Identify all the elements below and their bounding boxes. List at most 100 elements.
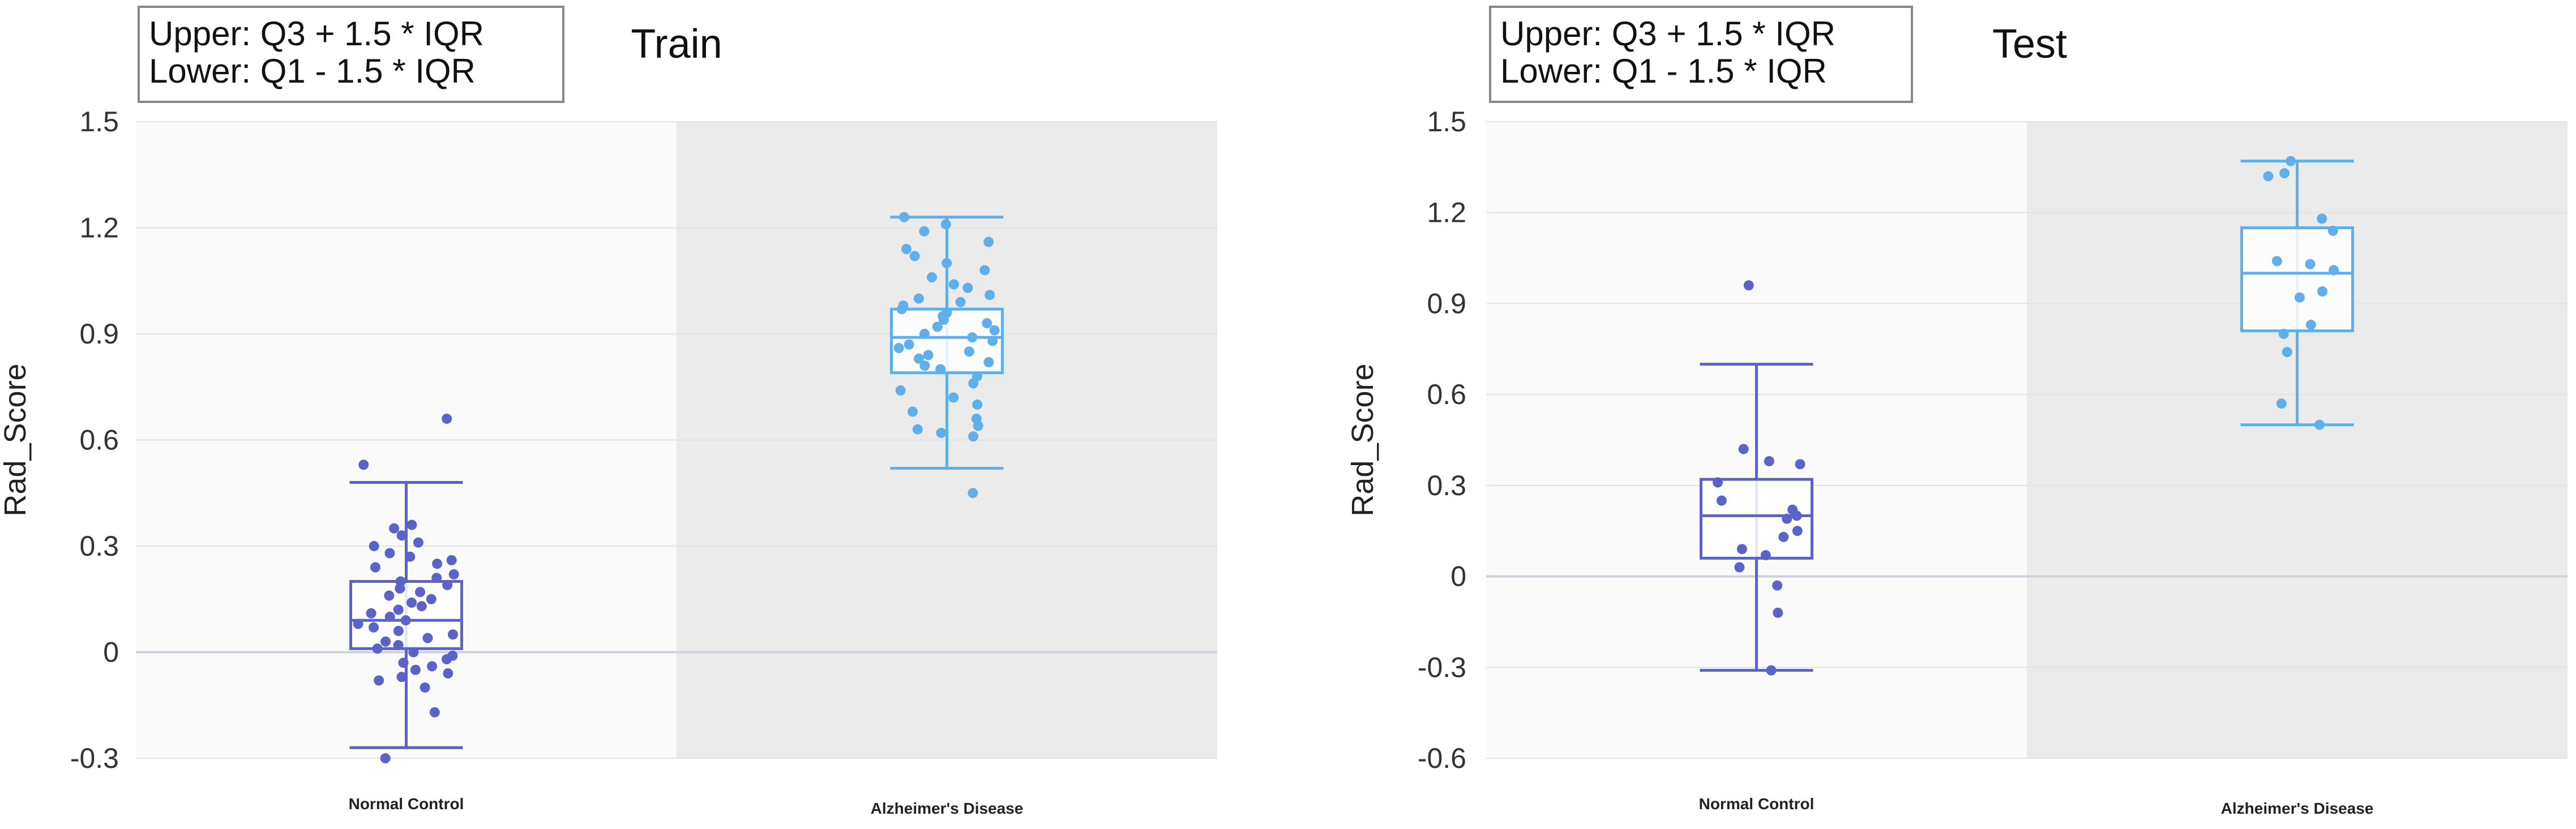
y-tick-label: 1.2 (1427, 197, 1466, 229)
data-point (396, 530, 407, 541)
y-tick-label: 0.3 (1427, 470, 1466, 501)
data-point (395, 583, 405, 594)
data-point (1764, 456, 1774, 466)
y-tick-label: -0.3 (1418, 651, 1466, 683)
data-point (369, 622, 379, 633)
y-tick-label: 0 (1450, 561, 1466, 592)
box-alzheimers-disease (2240, 156, 2354, 430)
chart-title: Train (631, 22, 722, 67)
y-tick-label: 1.5 (79, 106, 119, 138)
data-point (2327, 225, 2338, 236)
data-point (372, 643, 383, 654)
data-point (431, 573, 442, 583)
data-point (968, 488, 978, 499)
y-axis-label: Rad_Score (1346, 363, 1380, 516)
data-point (982, 318, 992, 329)
data-point (384, 590, 395, 601)
legend-text: Lower: Q1 - 1.5 * IQR (1500, 52, 1827, 90)
data-point (2282, 347, 2292, 358)
data-point (406, 519, 417, 530)
x-category-label: Alzheimer's Disease (2221, 800, 2374, 817)
data-point (353, 618, 363, 629)
data-point (2278, 329, 2289, 339)
data-point (408, 647, 419, 658)
x-category-label: Normal Control (1699, 795, 1815, 813)
data-point (366, 608, 376, 618)
box-alzheimers-disease (890, 212, 1004, 499)
data-point (940, 219, 951, 230)
data-point (1792, 526, 1803, 536)
data-point (1772, 580, 1783, 591)
data-point (442, 579, 453, 590)
data-point (1736, 544, 1747, 555)
data-point (1782, 513, 1792, 524)
data-point (1766, 665, 1777, 676)
data-point (406, 598, 417, 608)
data-point (2294, 292, 2305, 303)
data-point (2314, 419, 2325, 430)
box-normal-control (1700, 280, 1813, 676)
data-point (420, 682, 430, 693)
data-point (441, 654, 452, 664)
data-point (400, 615, 411, 626)
data-point (448, 569, 459, 579)
data-point (926, 272, 937, 282)
data-point (415, 587, 426, 598)
data-point (904, 339, 914, 350)
data-point (985, 290, 995, 300)
data-point (389, 523, 400, 534)
data-point (1773, 607, 1783, 618)
data-point (1738, 444, 1749, 454)
data-point (432, 559, 443, 569)
data-point (446, 555, 457, 565)
data-point (369, 541, 379, 551)
y-tick-label: 1.5 (1427, 106, 1466, 138)
chart-panel-train: -0.3 0 0.3 0.6 0.9 1.2 1.5 Rad_Score Train Upper:… (0, 6, 1217, 817)
data-point (913, 293, 924, 304)
data-point (1795, 459, 1805, 470)
legend-text: Upper: Q3 + 1.5 * IQR (1500, 15, 1835, 53)
data-point (909, 251, 920, 261)
data-point (1791, 510, 1802, 521)
data-point (380, 753, 391, 763)
data-point (384, 548, 395, 559)
data-point (2317, 213, 2327, 224)
y-tick-label: 1.2 (79, 212, 119, 244)
data-point (410, 664, 421, 675)
y-tick-label: 0.6 (79, 424, 119, 456)
data-point (2286, 156, 2296, 166)
data-point (948, 279, 959, 290)
legend-box (1489, 6, 1913, 103)
data-point (936, 428, 947, 438)
data-point (2271, 256, 2282, 267)
data-point (1716, 495, 1727, 506)
data-point (893, 343, 904, 353)
data-point (898, 212, 909, 222)
data-point (398, 658, 409, 668)
legend-text: Lower: Q1 - 1.5 * IQR (149, 52, 476, 90)
data-point (358, 459, 369, 470)
data-point (427, 661, 438, 672)
data-point (1734, 562, 1745, 573)
data-point (901, 244, 912, 254)
data-point (973, 420, 983, 431)
data-point (380, 636, 391, 647)
y-axis-label: Rad_Score (0, 363, 32, 516)
data-point (908, 406, 918, 417)
chart-panel-test: -0.6 -0.3 0 0.3 0.6 0.9 1.2 1.5 Rad_Score Test Upp… (1346, 6, 2568, 817)
y-tick-label: 0.9 (1427, 287, 1466, 319)
data-point (987, 336, 998, 346)
y-tick-label: -0.6 (1418, 742, 1466, 774)
data-point (1778, 531, 1789, 542)
y-tick-label: 0.3 (79, 530, 119, 562)
y-tick-label: 0.6 (1427, 379, 1466, 410)
data-point (896, 304, 907, 315)
data-point (370, 562, 380, 573)
data-point (964, 346, 974, 357)
data-point (948, 392, 959, 403)
data-point (962, 282, 973, 293)
box-normal-control (349, 414, 463, 763)
data-point (2329, 265, 2339, 276)
y-tick-label: 0.9 (79, 318, 119, 350)
